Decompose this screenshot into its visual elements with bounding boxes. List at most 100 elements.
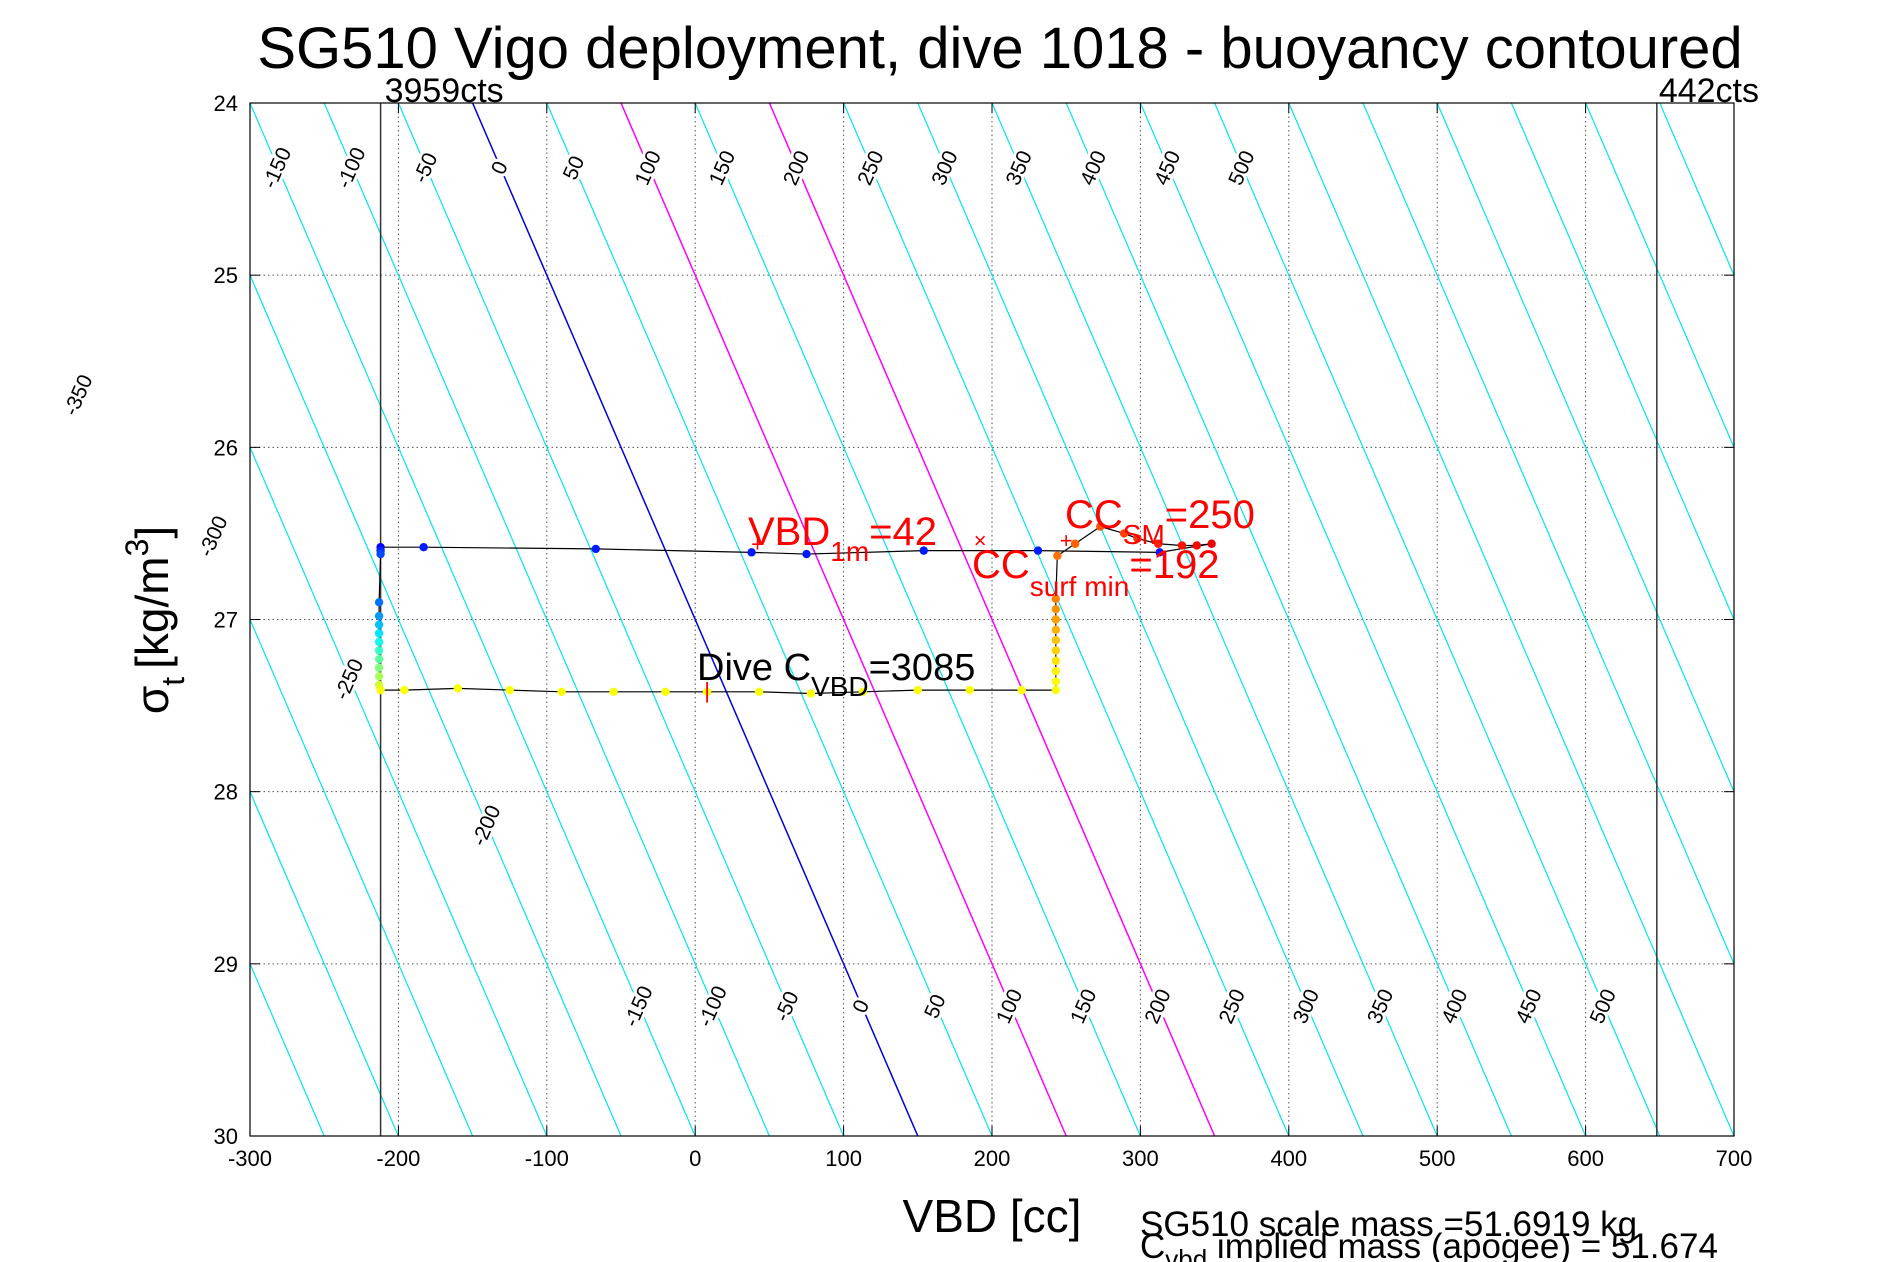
y-tick-label: 26 bbox=[214, 435, 238, 460]
reference-markers: + × + | bbox=[704, 528, 1072, 703]
trace-point bbox=[609, 687, 618, 697]
trace-point bbox=[913, 685, 922, 695]
x-tick-label: 200 bbox=[974, 1146, 1011, 1171]
contour-line bbox=[1659, 103, 1734, 277]
contour-line bbox=[843, 103, 1290, 1136]
trace-point bbox=[557, 687, 566, 697]
contour-line bbox=[250, 790, 399, 1136]
contour-label: -50 bbox=[409, 149, 442, 186]
trace-point bbox=[505, 685, 514, 695]
trace-point bbox=[661, 687, 670, 697]
contour-line bbox=[1585, 103, 1734, 449]
x-tick-label: 300 bbox=[1122, 1146, 1159, 1171]
implied-mass-note: Cvbd implied mass (apogee) = 51.674 bbox=[1140, 1227, 1718, 1262]
limit-label-max: 442cts bbox=[1659, 72, 1759, 110]
contour-line bbox=[250, 445, 548, 1136]
trace-point bbox=[374, 598, 384, 607]
trace-point bbox=[419, 542, 428, 552]
contour-label: 400 bbox=[1437, 986, 1472, 1027]
contour-label: 300 bbox=[927, 147, 962, 188]
trace-point bbox=[374, 620, 384, 629]
contour-line bbox=[694, 103, 1141, 1136]
limit-label-min: 3959cts bbox=[385, 72, 504, 110]
reference-marker: | bbox=[704, 678, 710, 703]
dive-cvbd-annotation: Dive CVBD=3085 bbox=[697, 647, 975, 702]
trace-point bbox=[858, 687, 868, 697]
reference-marker: × bbox=[974, 528, 987, 553]
cc-surf-min-annotation: CCsurf min=192 bbox=[972, 543, 1219, 602]
contour-label: 450 bbox=[1511, 986, 1546, 1027]
trace-point bbox=[1051, 685, 1061, 695]
contour-label: 350 bbox=[1002, 147, 1037, 188]
axis-ticks: -300 -200 -100 0 100 200 300 400 500 600 700242526… bbox=[214, 91, 1753, 1171]
contour-labels: -150 -100 -50 0 50 100 150 200 250 300 350 400 450 50… bbox=[56, 141, 1623, 1033]
contour-label: 400 bbox=[1076, 147, 1111, 188]
trace-point bbox=[374, 637, 384, 647]
x-tick-label: 400 bbox=[1270, 1146, 1307, 1171]
trace-point bbox=[374, 672, 384, 681]
y-tick-label: 24 bbox=[214, 91, 238, 116]
contour-label: 500 bbox=[1586, 986, 1621, 1027]
trace-point bbox=[1119, 529, 1129, 538]
contour-label: 200 bbox=[779, 147, 814, 188]
contour-lines bbox=[0, 103, 1734, 1136]
contour-line bbox=[323, 103, 770, 1136]
contour-line bbox=[1436, 103, 1734, 794]
trace-point bbox=[374, 646, 384, 655]
trace-point bbox=[747, 548, 756, 557]
contour-label: 300 bbox=[1289, 986, 1324, 1027]
contour-label: 50 bbox=[920, 991, 951, 1022]
trace-point bbox=[453, 684, 462, 693]
trace-point bbox=[376, 685, 385, 695]
dive-trace bbox=[374, 522, 1216, 698]
contour-line bbox=[471, 103, 919, 1136]
trace-point bbox=[1051, 594, 1061, 604]
contour-label: 450 bbox=[1150, 147, 1185, 188]
x-tick-label: 700 bbox=[1716, 1146, 1753, 1171]
contour-label: 150 bbox=[1066, 986, 1101, 1027]
x-tick-label: 0 bbox=[689, 1146, 701, 1171]
trace-point bbox=[374, 629, 384, 638]
x-tick-label: -100 bbox=[525, 1146, 569, 1171]
x-tick-label: -300 bbox=[228, 1146, 272, 1171]
contour-line bbox=[1510, 103, 1734, 622]
trace-point bbox=[374, 611, 384, 621]
y-tick-label: 29 bbox=[214, 952, 238, 977]
contour-line bbox=[0, 103, 27, 1136]
x-tick-label: 500 bbox=[1419, 1146, 1456, 1171]
trace-point bbox=[1051, 666, 1061, 676]
contour-label: 250 bbox=[1215, 986, 1250, 1027]
x-axis-label: VBD [cc] bbox=[903, 1190, 1082, 1242]
contour-label: -200 bbox=[468, 802, 506, 850]
contour-label: -150 bbox=[258, 144, 296, 192]
contour-label: 250 bbox=[853, 147, 888, 188]
trace-point bbox=[376, 549, 385, 559]
trace-point bbox=[374, 663, 384, 672]
y-tick-label: 25 bbox=[214, 263, 238, 288]
trace-point bbox=[1051, 635, 1061, 645]
x-tick-label: 100 bbox=[825, 1146, 862, 1171]
contour-line bbox=[620, 103, 1067, 1136]
contour-label: 100 bbox=[631, 147, 666, 188]
contour-label: 0 bbox=[848, 996, 874, 1016]
trace-point bbox=[1070, 539, 1080, 548]
trace-point bbox=[802, 549, 811, 559]
trace-point bbox=[1154, 539, 1163, 548]
contour-line bbox=[250, 1134, 251, 1136]
trace-point bbox=[1033, 546, 1043, 555]
contour-line bbox=[1065, 103, 1512, 1136]
contour-label: -350 bbox=[59, 371, 97, 419]
y-tick-label: 27 bbox=[214, 608, 238, 633]
contour-label: 200 bbox=[1140, 986, 1175, 1027]
contour-line bbox=[546, 103, 993, 1136]
contour-label: -150 bbox=[620, 983, 658, 1031]
trace-point bbox=[1051, 604, 1061, 614]
contour-label: -300 bbox=[194, 513, 232, 561]
trace-point bbox=[400, 685, 409, 695]
contour-label: -100 bbox=[694, 983, 732, 1031]
y-tick-label: 30 bbox=[214, 1124, 238, 1149]
scale-mass-note: SG510 scale mass =51.6919 kg bbox=[1140, 1205, 1637, 1244]
contour-line bbox=[1139, 103, 1587, 1136]
contour-label: -100 bbox=[332, 144, 370, 192]
chart-title: SG510 Vigo deployment, dive 1018 - buoya… bbox=[257, 16, 1742, 81]
